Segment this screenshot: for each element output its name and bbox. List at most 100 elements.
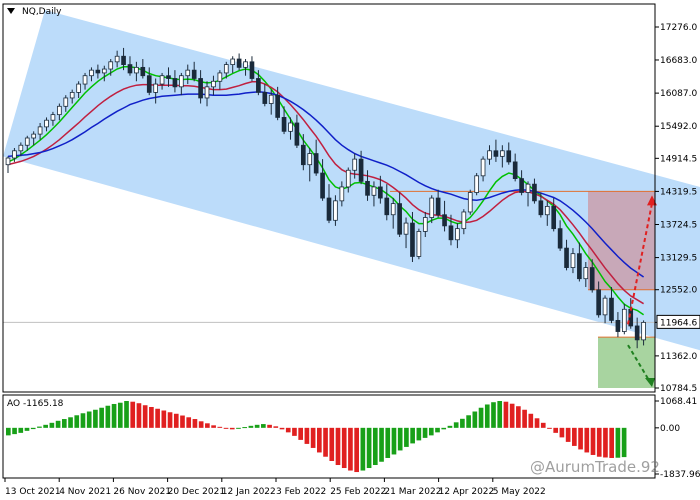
candle — [243, 59, 248, 76]
ao-bar — [149, 406, 154, 428]
ao-bar — [55, 420, 61, 428]
candle — [217, 70, 223, 90]
ao-bar — [242, 427, 248, 429]
candle — [140, 59, 146, 79]
ao-bar — [30, 427, 36, 430]
ao-bar — [509, 403, 515, 428]
candle — [621, 303, 627, 335]
ao-level-label: 0.00 — [660, 424, 680, 434]
candle — [435, 189, 441, 218]
candle — [532, 178, 537, 204]
candle — [371, 181, 377, 207]
ao-bar — [217, 426, 223, 428]
candle — [313, 139, 319, 176]
ao-bar — [528, 413, 534, 428]
ao-oscillator-panel[interactable] — [2, 394, 656, 479]
date-tick-label: 12 Apr 2022 — [439, 487, 495, 497]
ao-bar — [410, 427, 415, 444]
moving-average-line-1 — [7, 81, 644, 305]
ao-bar — [615, 427, 621, 458]
ao-bar — [478, 407, 484, 428]
ao-bar — [385, 427, 391, 458]
candle — [416, 228, 422, 260]
candle — [268, 89, 274, 115]
candle — [551, 198, 557, 232]
candle — [307, 148, 313, 182]
candle — [339, 181, 345, 207]
date-tick-label: 20 Dec 2021 — [168, 487, 226, 497]
candle — [570, 248, 576, 274]
candle — [557, 220, 563, 251]
bearish-arrowhead-icon — [645, 378, 655, 387]
candle — [281, 106, 287, 135]
price-tick-label: 17276.0 — [660, 23, 697, 33]
ao-bar — [422, 427, 428, 438]
candle — [397, 192, 402, 237]
ao-bar — [223, 427, 229, 429]
price-tick-label: 13129.5 — [660, 254, 697, 264]
candle — [538, 192, 544, 218]
candle — [512, 153, 518, 182]
candle — [378, 175, 383, 204]
ao-bar — [540, 422, 546, 428]
candle — [602, 295, 608, 324]
date-tick-label: 4 Nov 2021 — [59, 487, 111, 497]
candle — [365, 170, 370, 201]
ao-bar — [366, 427, 372, 469]
candle — [211, 75, 216, 96]
moving-average-line-0 — [7, 66, 645, 316]
candle — [403, 217, 409, 249]
chart-title: NQ,Daily — [22, 7, 62, 17]
candle — [320, 159, 325, 201]
ao-bar — [484, 404, 490, 428]
candle — [185, 64, 191, 85]
watermark: @AurumTrade.92 — [530, 458, 660, 476]
candle — [236, 53, 242, 71]
candle — [448, 214, 454, 246]
ao-bar — [136, 403, 142, 428]
ao-bar — [516, 406, 521, 428]
ao-bar — [248, 425, 254, 428]
last-price-label: 11964.6 — [660, 318, 697, 328]
main-panel-border — [2, 3, 656, 393]
ao-bar — [360, 427, 366, 471]
ao-bar — [18, 427, 24, 433]
main-price-panel[interactable] — [2, 3, 657, 393]
candle — [641, 320, 646, 346]
ao-bar — [279, 427, 285, 430]
ao-bar — [236, 427, 241, 429]
candle — [95, 64, 101, 79]
ao-level-label: -1837.96 — [660, 470, 700, 480]
price-tick-label: 10784.5 — [660, 384, 697, 394]
ao-bar — [559, 427, 565, 438]
ao-bar — [180, 415, 185, 428]
ao-bar — [93, 409, 98, 428]
ao-bar — [173, 413, 179, 428]
ao-bar — [117, 402, 123, 428]
last-price-label-box — [656, 314, 700, 329]
candle — [63, 95, 69, 112]
candle — [544, 200, 550, 226]
candle — [384, 184, 390, 221]
candle — [333, 195, 338, 226]
candle — [461, 209, 467, 235]
ao-bar — [603, 427, 608, 458]
chart-menu-icon[interactable] — [7, 8, 15, 14]
ao-bar — [621, 427, 627, 458]
candle — [18, 142, 24, 157]
ao-bar — [161, 410, 167, 428]
candle — [101, 65, 107, 82]
date-tick-label: 25 Feb 2022 — [330, 487, 386, 497]
ao-bar — [447, 425, 453, 428]
price-tick-label: 16087.0 — [660, 89, 697, 99]
candle — [12, 148, 17, 162]
ao-bar — [304, 427, 310, 444]
price-tick-label: 16683.0 — [660, 56, 697, 66]
date-tick-label: 26 Nov 2021 — [113, 487, 171, 497]
ao-bar — [292, 427, 297, 436]
candle — [50, 111, 56, 126]
candle — [429, 195, 435, 224]
ao-bar — [24, 427, 30, 431]
ao-bar — [167, 412, 173, 428]
